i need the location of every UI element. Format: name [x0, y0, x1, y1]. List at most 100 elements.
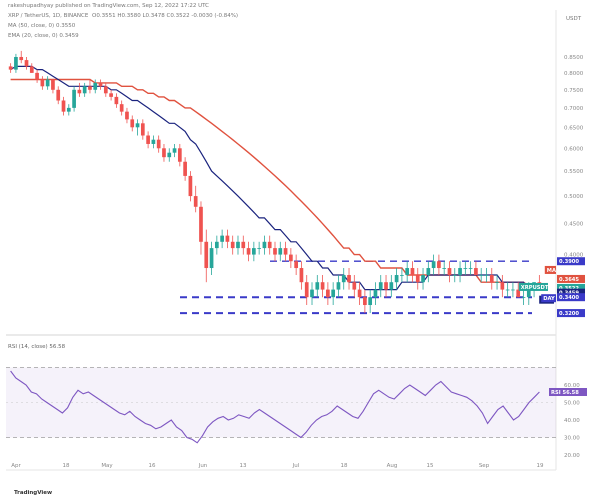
candle-body: [24, 60, 29, 67]
candle-body: [516, 289, 521, 298]
candle-body: [341, 275, 346, 283]
candle-body: [151, 139, 156, 144]
candle-body: [299, 268, 304, 283]
annotation-tag-text: XRPUSDT: [521, 285, 549, 291]
candle-body: [172, 148, 177, 153]
candle-body: [500, 282, 505, 290]
time-tick-label: Sep: [479, 463, 490, 469]
candle-body: [484, 275, 489, 276]
candle-body: [521, 297, 526, 298]
candle-body: [209, 248, 214, 269]
candle-body: [357, 289, 362, 298]
candle-body: [315, 282, 320, 290]
candle-body: [193, 196, 198, 207]
price-tick-label: 0.8500: [564, 55, 584, 61]
price-label-text: 0.3900: [559, 259, 579, 265]
candle-body: [489, 275, 494, 283]
candle-body: [468, 268, 473, 269]
candle-body: [320, 282, 325, 290]
ema20-legend: EMA (20, close, 0) 0.3459: [8, 33, 79, 39]
rsi-tick-label: 50.00: [564, 401, 580, 407]
time-tick-label: 18: [63, 463, 70, 469]
candle-body: [35, 72, 39, 80]
ma50-legend: MA (50, close, 0) 0.3550: [8, 23, 76, 29]
candle-body: [241, 241, 246, 249]
candle-body: [257, 248, 261, 249]
price-tick-label: 0.8000: [564, 71, 584, 77]
price-tick-label: 0.5500: [564, 169, 584, 175]
candle-body: [66, 107, 71, 112]
candle-body: [352, 282, 357, 290]
rsi-value-text: RSI 56.58: [551, 390, 579, 396]
price-tick-label: 0.7000: [564, 106, 584, 112]
candle-body: [146, 135, 150, 144]
annotation-tag: [518, 282, 548, 291]
candle-body: [304, 282, 309, 298]
candle-body: [289, 254, 293, 262]
candle-body: [463, 268, 468, 269]
candle-body: [45, 79, 50, 87]
candle-body: [130, 119, 135, 128]
candle-body: [283, 248, 288, 255]
candle-body: [310, 289, 314, 298]
candle-body: [267, 241, 272, 249]
candle-body: [188, 175, 193, 197]
candle-body: [220, 235, 224, 242]
rsi-tick-label: 20.00: [564, 453, 580, 459]
rsi-value-badge: [549, 388, 587, 396]
time-tick-label: 18: [341, 463, 348, 469]
candle-body: [363, 297, 367, 306]
rsi-tick-label: 40.00: [564, 418, 580, 424]
candle-body: [262, 241, 267, 249]
price-label-text: 0.3645: [559, 277, 579, 283]
candle-body: [109, 93, 113, 97]
candle-body: [56, 89, 61, 101]
candle-body: [167, 152, 172, 158]
price-tick-label: 0.5000: [564, 194, 584, 200]
sma50-line: [10, 78, 545, 287]
candle-body: [368, 297, 373, 306]
candle-body: [405, 268, 410, 276]
candle-body: [431, 261, 436, 269]
candle-body: [400, 275, 404, 276]
candle-body: [125, 111, 129, 120]
candle-body: [384, 282, 388, 290]
candle-body: [378, 282, 383, 290]
candle-body: [426, 268, 431, 276]
annotation-tag: [544, 265, 556, 274]
candle-body: [252, 248, 256, 255]
time-tick-label: Aug: [387, 463, 398, 469]
candle-body: [394, 275, 399, 283]
annotation-tag: [541, 294, 556, 303]
candle-body: [278, 248, 283, 255]
candle-body: [511, 289, 515, 291]
candle-body: [474, 268, 478, 276]
time-tick-label: May: [101, 463, 113, 469]
candle-body: [156, 139, 161, 149]
price-label-text: 0.3400: [559, 295, 579, 301]
candle-body: [389, 282, 394, 290]
ohlc-readout: O0.3551 H0.3580 L0.3478 C0.3522 -0.0030 …: [92, 13, 239, 19]
candle-body: [72, 89, 76, 108]
time-tick-label: 19: [537, 463, 544, 469]
candle-body: [437, 261, 441, 269]
rsi-tick-label: 30.00: [564, 436, 580, 442]
candle-body: [214, 241, 219, 249]
time-tick-label: 15: [427, 463, 434, 469]
candle-body: [177, 148, 182, 162]
time-tick-label: Jun: [198, 463, 208, 469]
published-line: rakeshupadhyay published on TradingView.…: [8, 3, 209, 9]
candle-body: [40, 79, 45, 87]
candle-body: [447, 268, 452, 276]
candle-body: [273, 248, 277, 255]
price-label-badge: [557, 257, 585, 266]
candle-body: [204, 241, 209, 269]
candle-body: [51, 79, 55, 90]
price-label-badge: [557, 288, 585, 297]
price-label-badge: [557, 293, 585, 302]
candle-body: [114, 96, 119, 105]
rsi-line: [10, 370, 540, 444]
candle-body: [458, 268, 462, 276]
